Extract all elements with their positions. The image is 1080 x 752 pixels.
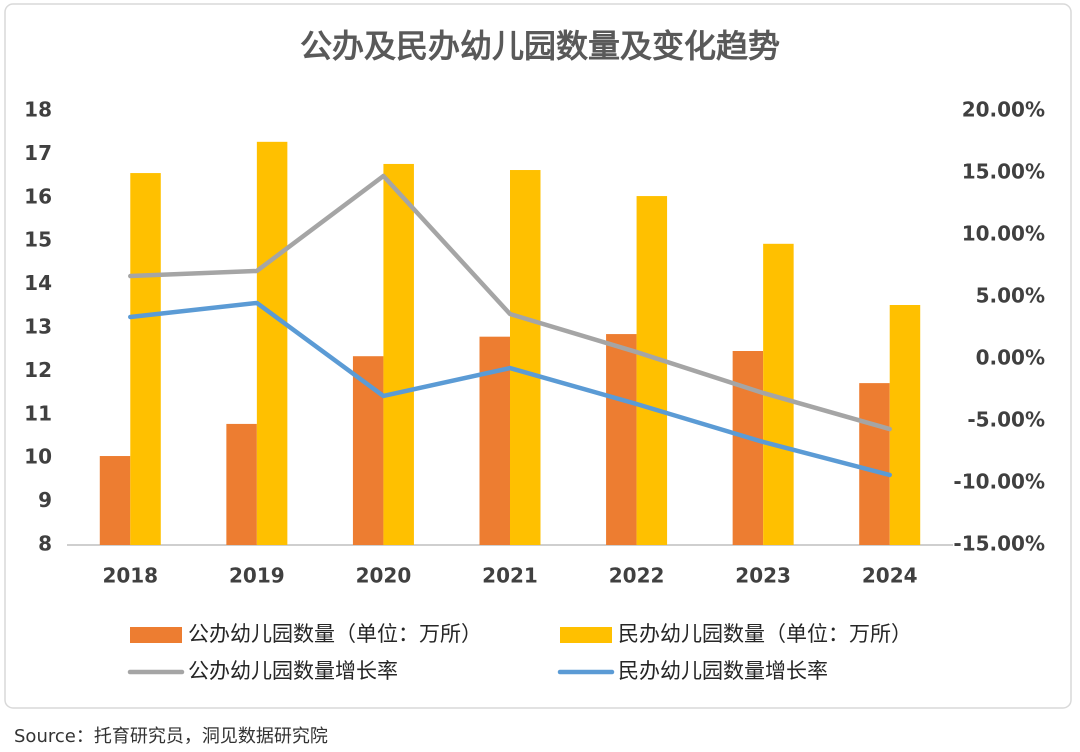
bar — [606, 334, 637, 545]
y2-tick-label: -15.00% — [953, 532, 1045, 556]
bar — [889, 304, 921, 545]
y-tick-label: 13 — [24, 315, 52, 339]
y-tick-label: 9 — [38, 488, 52, 512]
legend-label: 公办幼儿园数量（单位：万所） — [188, 622, 482, 646]
bar — [636, 196, 668, 545]
y2-tick-label: 20.00% — [962, 98, 1045, 122]
bar — [732, 351, 764, 545]
line — [128, 173, 892, 432]
bar — [256, 141, 288, 545]
y-tick-label: 12 — [24, 358, 52, 382]
y2-tick-label: 5.00% — [976, 284, 1045, 308]
legend-label: 民办幼儿园数量增长率 — [618, 659, 828, 683]
bar — [352, 356, 384, 545]
y2-tick-label: -5.00% — [967, 408, 1045, 432]
legend-swatch — [560, 627, 612, 643]
chart-title: 公办及民办幼儿园数量及变化趋势 — [300, 27, 780, 65]
bar — [859, 383, 890, 545]
bar — [510, 170, 541, 546]
y2-tick-label: 10.00% — [962, 222, 1045, 246]
bar — [99, 456, 131, 545]
y-tick-label: 18 — [24, 98, 52, 122]
y-tick-label: 16 — [24, 184, 52, 208]
bar — [383, 163, 414, 545]
x-tick-label: 2022 — [609, 564, 665, 588]
source-note: Source：托育研究员，洞见数据研究院 — [14, 726, 328, 747]
legend-swatch — [130, 627, 182, 643]
y-tick-label: 15 — [24, 228, 52, 252]
x-tick-label: 2021 — [482, 564, 538, 588]
bar — [130, 173, 161, 545]
y-tick-label: 14 — [24, 271, 52, 295]
legend-label: 民办幼儿园数量（单位：万所） — [618, 622, 912, 646]
y2-tick-label: 15.00% — [962, 160, 1045, 184]
y-tick-label: 10 — [24, 445, 52, 469]
line — [128, 300, 892, 478]
x-tick-label: 2023 — [735, 564, 791, 588]
x-tick-label: 2018 — [102, 564, 158, 588]
y-tick-label: 11 — [24, 401, 52, 425]
y2-tick-label: -10.00% — [953, 470, 1045, 494]
bar — [226, 423, 257, 545]
y-tick-label: 8 — [38, 532, 52, 556]
x-tick-label: 2024 — [862, 564, 918, 588]
x-tick-label: 2019 — [229, 564, 285, 588]
y2-tick-label: 0.00% — [976, 346, 1045, 370]
y-tick-label: 17 — [24, 141, 52, 165]
legend-label: 公办幼儿园数量增长率 — [188, 659, 398, 683]
x-tick-label: 2020 — [356, 564, 412, 588]
